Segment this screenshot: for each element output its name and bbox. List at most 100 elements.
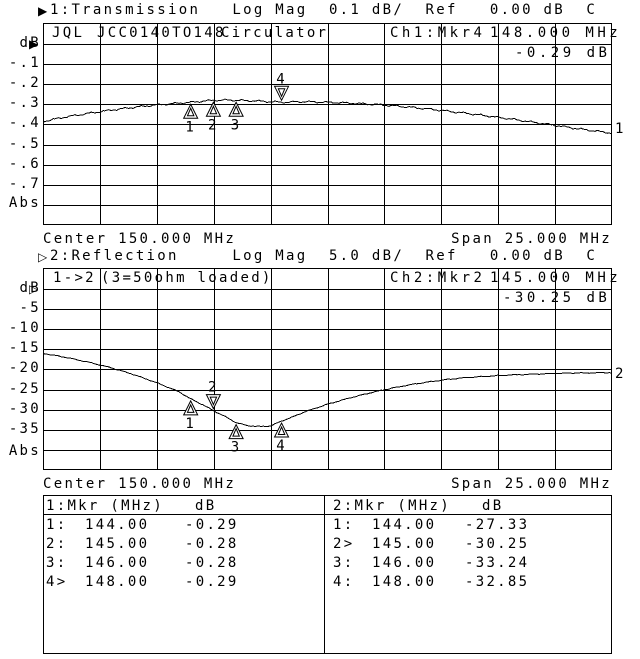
y-axis-label: -.4	[8, 115, 41, 131]
channel1-active-icon: ▶	[38, 4, 48, 18]
marker-left-value: -0.28	[185, 536, 239, 552]
chart2-note-label: (3=50ohm loaded)	[101, 270, 273, 286]
y-axis-label: -.3	[8, 95, 41, 111]
graticule-border	[43, 268, 612, 470]
chart1-unit-label: dB	[19, 35, 41, 51]
marker-4-symbol-inner	[277, 88, 286, 98]
chart2-ref-arrow-icon: ▷	[29, 282, 39, 296]
marker-right-freq: 146.00	[372, 555, 437, 571]
chart2-marker-readout: -30.25 dB	[503, 290, 611, 306]
chart2-abs-label: Abs	[8, 443, 41, 459]
marker-table-row: 1: 144.00 -0.29 1: 144.00 -27.33	[44, 517, 611, 536]
table2-header: 2:Mkr (MHz)	[333, 498, 452, 514]
marker-left-value: -0.28	[185, 555, 239, 571]
marker-table-divider	[324, 496, 325, 653]
chart1-marker-label: Ch1:Mkr4	[390, 25, 486, 41]
marker-1-symbol	[182, 399, 199, 416]
chart1-operator-label: JQL	[52, 25, 85, 41]
marker-right-label: 4:	[333, 574, 355, 590]
marker-4-label: 4	[276, 71, 287, 87]
marker-left-label: 4>	[46, 574, 68, 590]
y-axis-label: -.1	[8, 55, 41, 71]
marker-right-value: -33.24	[465, 555, 530, 571]
marker-left-freq: 144.00	[85, 517, 150, 533]
marker-3-symbol	[228, 423, 244, 440]
marker-right-freq: 145.00	[372, 536, 437, 552]
y-axis-label: -.6	[8, 156, 41, 172]
marker-3-symbol-inner	[232, 427, 241, 437]
channel2-annotation: 2:Reflection Log Mag 5.0 dB/ Ref 0.00 dB…	[50, 248, 598, 264]
marker-2-label: 2	[208, 380, 219, 396]
marker-1-symbol-inner	[186, 403, 195, 413]
marker-4-symbol	[273, 421, 290, 438]
y-axis-label: -.2	[8, 75, 41, 91]
y-axis-label: -30	[8, 401, 41, 417]
marker-1-label: 1	[185, 416, 196, 432]
chart2-trace-number: 2	[615, 366, 626, 382]
marker-table-row: 2: 145.00 -0.28 2> 145.00 -30.25	[44, 536, 611, 555]
trace-channel2	[43, 352, 612, 428]
marker-right-label: 3:	[333, 555, 355, 571]
marker-table-row: 4> 148.00 -0.29 4: 148.00 -32.85	[44, 574, 611, 593]
marker-left-value: -0.29	[185, 517, 239, 533]
y-axis-label: -10	[8, 320, 41, 336]
chart1-center-frequency: Center 150.000 MHz	[43, 231, 237, 247]
chart1-ref-arrow-icon: ▶	[29, 37, 39, 51]
marker-left-freq: 146.00	[85, 555, 150, 571]
marker-3-symbol-inner	[232, 105, 241, 115]
y-axis-label: -20	[8, 360, 41, 376]
marker-right-label: 2>	[333, 536, 355, 552]
y-axis-label: -15	[8, 340, 41, 356]
chart1-marker-frequency: 148.000 MHz	[490, 25, 622, 41]
marker-1-symbol-inner	[186, 107, 195, 117]
table1-header: 1:Mkr (MHz)	[46, 498, 165, 514]
marker-right-value: -30.25	[465, 536, 530, 552]
y-axis-label: -35	[8, 421, 41, 437]
chart1-marker-readout: -0.29 dB	[515, 45, 611, 61]
y-axis-label: -5	[19, 300, 41, 316]
marker-table-header-rule	[44, 514, 611, 515]
marker-right-freq: 144.00	[372, 517, 437, 533]
marker-4-symbol-inner	[277, 425, 286, 436]
marker-3-symbol	[228, 101, 244, 117]
reflection-chart: 1 2 3 4	[43, 268, 612, 470]
marker-left-label: 3:	[46, 555, 68, 571]
marker-left-value: -0.29	[185, 574, 239, 590]
transmission-chart: 1 2 3 4	[43, 23, 612, 225]
chart2-span: Span 25.000 MHz	[451, 476, 612, 492]
table2-unit: dB	[482, 498, 504, 514]
chart2-unit-label: dB	[19, 280, 41, 296]
marker-table: 1:Mkr (MHz) dB 2:Mkr (MHz) dB 1: 144.00 -0…	[43, 495, 612, 654]
marker-right-freq: 148.00	[372, 574, 437, 590]
y-axis-label: -25	[8, 381, 41, 397]
marker-2-symbol	[205, 394, 222, 410]
marker-4-symbol	[273, 85, 290, 102]
chart1-abs-label: Abs	[8, 195, 41, 211]
marker-3-label: 3	[231, 117, 242, 133]
chart1-device-label: JCC0140TO148	[97, 25, 226, 41]
chart1-trace-number: 1	[615, 121, 626, 137]
chart2-center-frequency: Center 150.000 MHz	[43, 476, 237, 492]
marker-right-label: 1:	[333, 517, 355, 533]
marker-left-label: 2:	[46, 536, 68, 552]
table1-unit: dB	[195, 498, 217, 514]
chart2-marker-frequency: 145.000 MHz	[490, 270, 622, 286]
channel1-annotation: 1:Transmission Log Mag 0.1 dB/ Ref 0.00 …	[50, 2, 598, 18]
marker-table-row: 3: 146.00 -0.28 3: 146.00 -33.24	[44, 555, 611, 574]
marker-left-label: 1:	[46, 517, 68, 533]
trace-channel1	[43, 98, 612, 135]
channel2-active-icon: ▷	[38, 250, 48, 264]
marker-4-label: 4	[276, 438, 287, 454]
chart1-description-label: Circulator	[221, 25, 329, 41]
y-axis-label: -.5	[8, 136, 41, 152]
marker-left-freq: 148.00	[85, 574, 150, 590]
marker-2-symbol	[205, 101, 222, 117]
chart2-path-label: 1->2	[53, 270, 96, 286]
marker-right-value: -27.33	[465, 517, 530, 533]
marker-right-value: -32.85	[465, 574, 530, 590]
marker-2-label: 2	[208, 117, 219, 133]
chart2-marker-label: Ch2:Mkr2	[390, 270, 486, 286]
marker-1-label: 1	[185, 119, 196, 135]
marker-2-symbol-inner	[209, 396, 218, 406]
